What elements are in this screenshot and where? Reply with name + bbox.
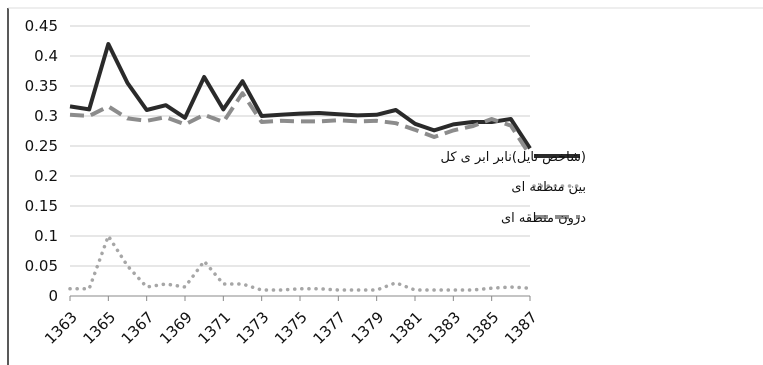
- x-tick-label: 1381: [386, 308, 426, 348]
- x-tick-label: 1385: [463, 308, 503, 348]
- x-tick-label: 1377: [309, 308, 349, 348]
- y-tick-label: 0.1: [34, 227, 58, 245]
- x-tick-label: 1373: [233, 308, 273, 348]
- x-tick-label: 1387: [501, 308, 541, 348]
- legend-label-3: درون منطقه ای: [501, 211, 586, 226]
- y-tick-label: 0.3: [34, 107, 58, 125]
- x-tick-label: 1365: [79, 308, 119, 348]
- legend-label-2: بین منطقه ای: [511, 180, 586, 195]
- series-line-1: [70, 44, 530, 148]
- y-tick-label: 0.15: [25, 197, 58, 215]
- y-tick-label: 0.35: [25, 77, 58, 95]
- y-tick-label: 0.4: [34, 47, 58, 65]
- x-tick-label: 1375: [271, 308, 311, 348]
- x-tick-label: 1367: [118, 308, 158, 348]
- y-tick-label: 0.05: [25, 257, 58, 275]
- series-line-2: [70, 236, 530, 290]
- x-tick-label: 1383: [424, 308, 464, 348]
- x-tick-label: 1363: [41, 308, 81, 348]
- y-tick-label: 0: [48, 287, 58, 305]
- y-tick-label: 0.2: [34, 167, 58, 185]
- x-tick-label: 1369: [156, 308, 196, 348]
- y-tick-label: 0.45: [25, 17, 58, 35]
- x-tick-label: 1379: [348, 308, 388, 348]
- legend-label-1: (شاخص تایل)نابر ابر ی کل: [440, 150, 586, 165]
- y-tick-label: 0.25: [25, 137, 58, 155]
- x-tick-label: 1371: [194, 308, 234, 348]
